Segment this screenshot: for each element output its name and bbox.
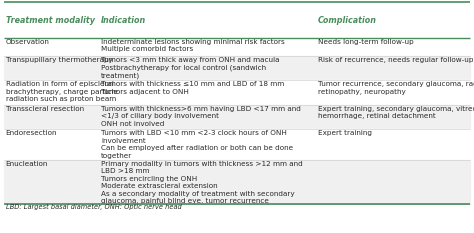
Bar [4,105,470,129]
Text: Enucleation: Enucleation [6,161,48,167]
Text: Tumors <3 mm thick away from ONH and macula
Postbrachytherapy for local control : Tumors <3 mm thick away from ONH and mac… [101,57,280,79]
Text: Indication: Indication [101,16,146,25]
Bar [4,38,470,56]
Text: Tumors with LBD <10 mm <2-3 clock hours of ONH
involvement
Can be employed after: Tumors with LBD <10 mm <2-3 clock hours … [101,130,293,158]
Text: Radiation in form of episcleral
brachytherapy, charge particle
radiation such as: Radiation in form of episcleral brachyth… [6,81,118,102]
Text: Expert training: Expert training [318,130,372,136]
Bar [4,56,470,80]
Text: Transpupillary thermotherapy: Transpupillary thermotherapy [6,57,112,63]
Text: Endoresection: Endoresection [6,130,57,136]
Text: Tumors with thickness>6 mm having LBD <17 mm and
<1/3 of ciliary body involvemen: Tumors with thickness>6 mm having LBD <1… [101,106,301,127]
Text: Transscleral resection: Transscleral resection [6,106,84,112]
Bar [4,160,470,204]
Text: Complication: Complication [318,16,377,25]
Text: Primary modality in tumors with thickness >12 mm and
LBD >18 mm
Tumors encirclin: Primary modality in tumors with thicknes… [101,161,303,204]
Text: Tumor recurrence, secondary glaucoma, radiation
retinopathy, neuropathy: Tumor recurrence, secondary glaucoma, ra… [318,81,474,95]
Bar [4,129,470,160]
Text: Tumors with thickness ≤10 mm and LBD of 18 mm
Tumors adjacent to ONH: Tumors with thickness ≤10 mm and LBD of … [101,81,284,95]
Text: Observation: Observation [6,39,50,45]
Text: Needs long-term follow-up: Needs long-term follow-up [318,39,414,45]
Bar [4,80,470,105]
Text: LBD: Largest basal diameter, ONH: Optic nerve head: LBD: Largest basal diameter, ONH: Optic … [6,204,182,210]
Text: Indeterminate lesions showing minimal risk factors
Multiple comorbid factors: Indeterminate lesions showing minimal ri… [101,39,285,52]
Text: Treatment modality: Treatment modality [6,16,95,25]
Text: Expert training, secondary glaucoma, vitreous
hemorrhage, retinal detachment: Expert training, secondary glaucoma, vit… [318,106,474,119]
Text: Risk of recurrence, needs regular follow-up: Risk of recurrence, needs regular follow… [318,57,474,63]
